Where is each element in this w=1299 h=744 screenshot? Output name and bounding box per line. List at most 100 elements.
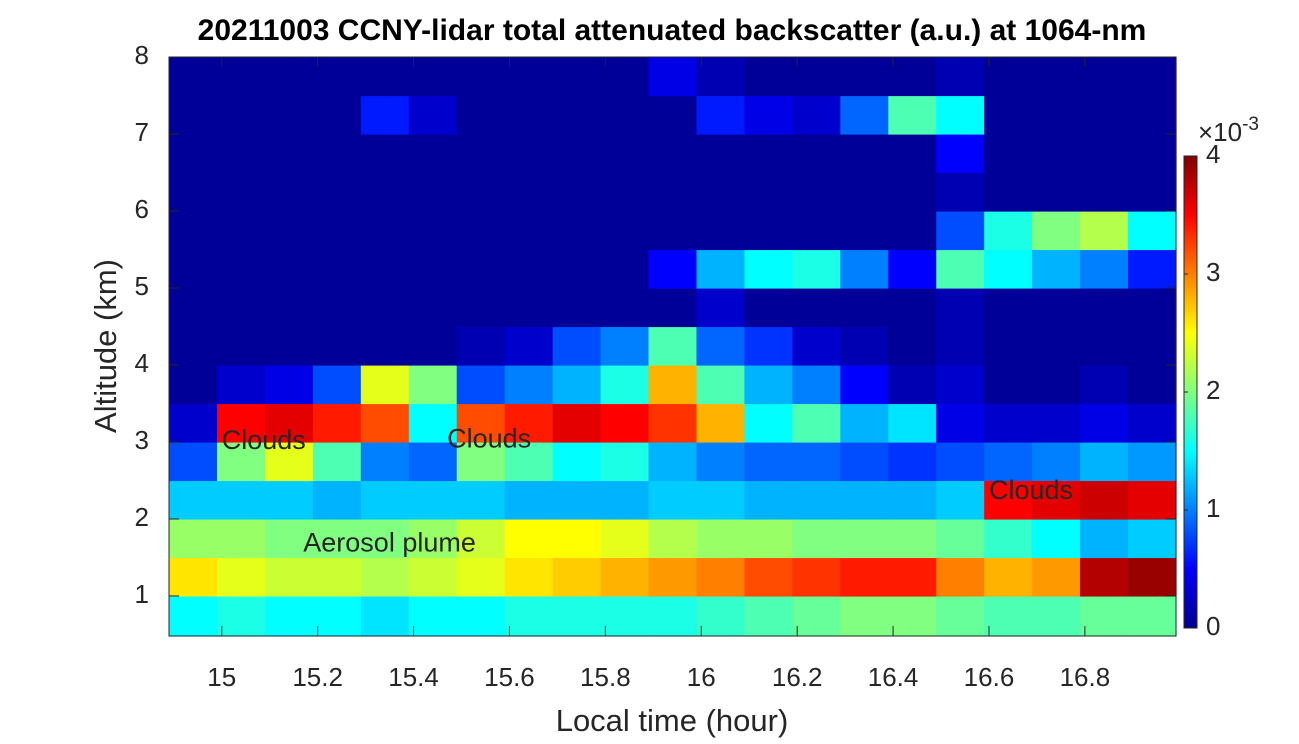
heatmap-cell	[408, 172, 458, 212]
heatmap-cell	[1032, 557, 1081, 597]
x-tick-label: 16.2	[772, 662, 823, 692]
heatmap-cell	[936, 595, 985, 637]
annotation: Aerosol plume	[303, 528, 476, 558]
heatmap-cell	[408, 595, 458, 637]
heatmap-cell	[744, 595, 793, 637]
heatmap-cell	[792, 172, 841, 212]
heatmap-cell	[600, 326, 650, 366]
heatmap-cell	[312, 595, 362, 637]
heatmap-cell	[936, 441, 985, 482]
heatmap-cell	[696, 95, 746, 135]
heatmap-cell	[984, 326, 1033, 366]
heatmap-cell	[984, 364, 1033, 405]
x-tick-label: 15.6	[484, 662, 535, 692]
heatmap-cell	[169, 595, 218, 637]
heatmap-cell	[264, 557, 314, 597]
heatmap-cell	[312, 364, 362, 405]
heatmap-cell	[312, 557, 362, 597]
heatmap-cell	[792, 133, 841, 174]
heatmap-cell	[456, 480, 506, 520]
heatmap-cell	[840, 480, 889, 520]
heatmap-cell	[504, 133, 554, 174]
heatmap-cell	[456, 403, 506, 443]
heatmap-cell	[360, 249, 410, 289]
heatmap-cell	[1128, 133, 1177, 174]
heatmap-cell	[984, 441, 1033, 482]
heatmap-cell	[1032, 57, 1081, 97]
y-tick-label: 4	[135, 348, 149, 378]
heatmap-cell	[984, 595, 1033, 637]
heatmap-cell	[648, 480, 698, 520]
annotation: Clouds	[447, 424, 531, 454]
x-axis-label: Local time (hour)	[556, 703, 789, 738]
heatmap-cell	[169, 326, 218, 366]
heatmap-cell	[744, 403, 793, 443]
heatmap-cell	[360, 57, 410, 97]
heatmap-cell	[792, 480, 841, 520]
heatmap-cell	[1128, 480, 1177, 520]
heatmap-cell	[360, 172, 410, 212]
heatmap-cell	[456, 249, 506, 289]
heatmap-cell	[648, 172, 698, 212]
heatmap-cell	[264, 249, 314, 289]
heatmap-cell	[1080, 557, 1129, 597]
heatmap-cell	[744, 518, 793, 559]
heatmap-cell	[264, 441, 314, 482]
heatmap-cell	[504, 595, 554, 637]
heatmap-cell	[504, 326, 554, 366]
heatmap-cell	[888, 518, 937, 559]
heatmap-cell	[792, 57, 841, 97]
heatmap-cell	[1080, 595, 1129, 637]
heatmap-cell	[216, 480, 266, 520]
heatmap-cell	[984, 172, 1033, 212]
heatmap-cell	[1128, 210, 1177, 251]
heatmap-cell	[1128, 364, 1177, 405]
heatmap-cell	[1032, 249, 1081, 289]
heatmap-cell	[936, 364, 985, 405]
heatmap-cell	[408, 57, 458, 97]
heatmap-cell	[1080, 326, 1129, 366]
heatmap-cell	[169, 480, 218, 520]
heatmap-cell	[264, 480, 314, 520]
heatmap-cell	[696, 441, 746, 482]
heatmap-cell	[648, 364, 698, 405]
y-axis-label: Altitude (km)	[88, 259, 123, 433]
heatmap-cell	[984, 249, 1033, 289]
heatmap-cell	[552, 518, 602, 559]
heatmap-cell	[1080, 57, 1129, 97]
heatmap-cell	[456, 210, 506, 251]
heatmap-cell	[504, 557, 554, 597]
heatmap-cell	[792, 557, 841, 597]
heatmap-cell	[840, 518, 889, 559]
heatmap-cell	[360, 557, 410, 597]
heatmap-cell	[984, 95, 1033, 135]
heatmap-cell	[792, 595, 841, 637]
heatmap-cell	[600, 249, 650, 289]
heatmap-cell	[1080, 441, 1129, 482]
heatmap-cell	[600, 133, 650, 174]
heatmap-cell	[600, 364, 650, 405]
heatmap-cell	[456, 364, 506, 405]
heatmap-cell	[216, 518, 266, 559]
heatmap-cell	[648, 57, 698, 97]
heatmap-cell	[840, 95, 889, 135]
heatmap-cell	[552, 595, 602, 637]
heatmap-cell	[840, 441, 889, 482]
heatmap-cell	[888, 441, 937, 482]
colorbar-exponent: ×10-3	[1198, 114, 1259, 147]
x-tick-label: 16.6	[964, 662, 1015, 692]
heatmap-cell	[1032, 95, 1081, 135]
heatmap-cell	[888, 287, 937, 328]
heatmap-cell	[840, 557, 889, 597]
heatmap-cell	[936, 210, 985, 251]
heatmap-cell	[312, 518, 362, 559]
heatmap-cell	[696, 518, 746, 559]
heatmap-cell	[792, 364, 841, 405]
heatmap-cell	[600, 595, 650, 637]
heatmap-cell	[456, 326, 506, 366]
heatmap-cell	[984, 210, 1033, 251]
heatmap-cell	[504, 57, 554, 97]
heatmap-cell	[744, 441, 793, 482]
heatmap-cell	[648, 326, 698, 366]
heatmap-cell	[744, 57, 793, 97]
